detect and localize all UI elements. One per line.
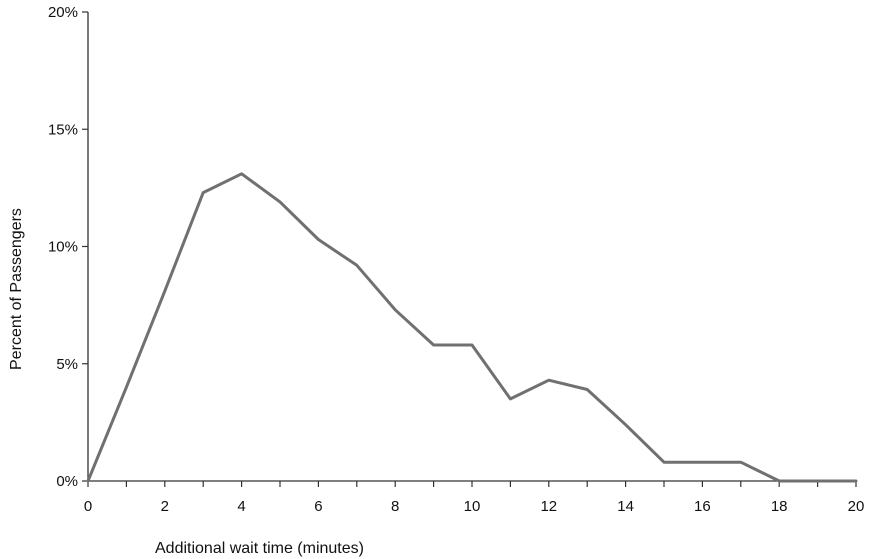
x-axis-title: Additional wait time (minutes) [155, 540, 364, 557]
x-tick-label: 8 [391, 498, 399, 515]
x-tick-label: 16 [694, 498, 711, 515]
data-point [625, 424, 627, 426]
data-point [855, 480, 857, 482]
x-tick-label: 2 [161, 498, 169, 515]
data-point [701, 461, 703, 463]
data-point [663, 461, 665, 463]
data-point [471, 344, 473, 346]
data-point [317, 238, 319, 240]
data-point [356, 264, 358, 266]
x-tick-label: 4 [237, 498, 245, 515]
series-line [86, 172, 858, 483]
x-tick-label: 18 [771, 498, 788, 515]
data-point [279, 201, 281, 203]
data-point [778, 480, 780, 482]
tick-labels: 0% 5% 10% 15% 20% 0 2 4 6 8 10 12 14 16 18 20 [48, 4, 864, 515]
x-tick-label: 20 [848, 498, 865, 515]
data-point [87, 480, 89, 482]
y-tick-label: 5% [56, 356, 78, 373]
data-point [202, 192, 204, 194]
data-point [125, 386, 127, 388]
x-tick-label: 14 [617, 498, 634, 515]
x-tick-label: 12 [540, 498, 557, 515]
ticks [82, 11, 857, 487]
axes [87, 12, 856, 482]
data-point [740, 461, 742, 463]
data-point [509, 398, 511, 400]
y-axis-title: Percent of Passengers [8, 208, 25, 370]
data-point [548, 379, 550, 381]
data-point [394, 309, 396, 311]
data-point [433, 344, 435, 346]
data-point [241, 173, 243, 175]
x-tick-label: 10 [464, 498, 481, 515]
y-tick-label: 15% [48, 121, 78, 138]
y-tick-label: 10% [48, 239, 78, 256]
x-tick-label: 0 [84, 498, 92, 515]
data-point [586, 389, 588, 391]
x-tick-label: 6 [314, 498, 322, 515]
y-tick-label: 20% [48, 4, 78, 21]
series-group [86, 172, 858, 483]
data-point [817, 480, 819, 482]
y-tick-label: 0% [56, 473, 78, 490]
data-point [164, 290, 166, 292]
